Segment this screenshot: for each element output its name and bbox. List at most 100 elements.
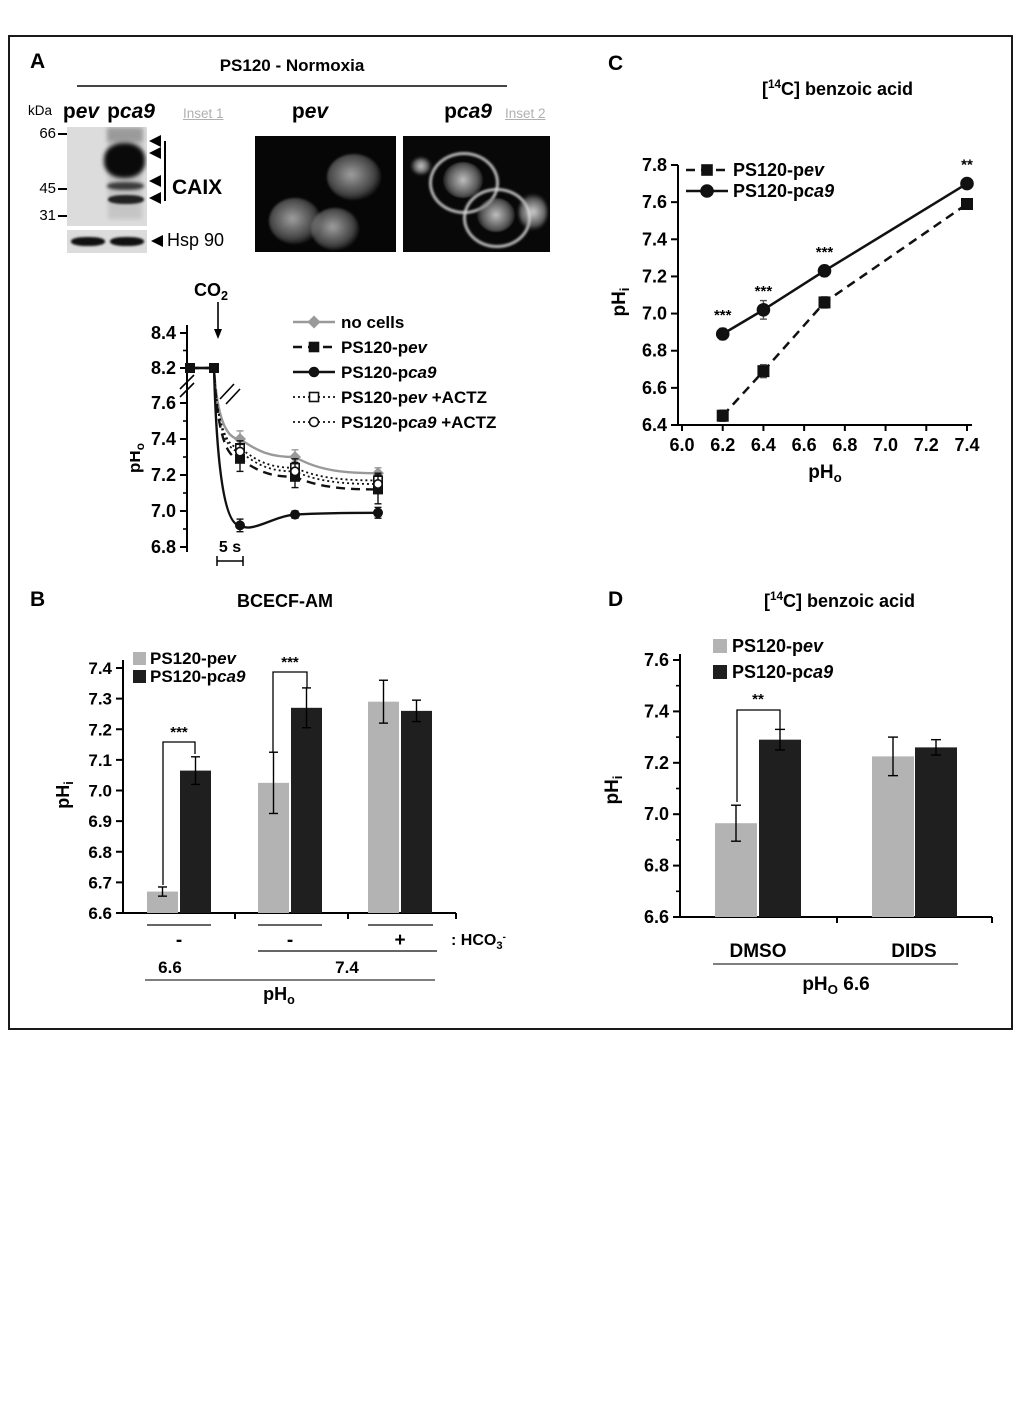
micrograph-pev <box>255 136 396 252</box>
inset1-link[interactable]: Inset 1 <box>183 106 224 121</box>
kda-label: kDa <box>28 103 53 118</box>
lane-pca9-prefix: p <box>107 100 120 123</box>
y-tick-label: 6.6 <box>88 904 112 923</box>
d-title-sup: 14 <box>769 590 783 603</box>
sig-label: *** <box>714 307 732 324</box>
bar <box>180 770 211 913</box>
y-tick-label: 7.0 <box>644 804 669 824</box>
marker-square <box>209 363 220 374</box>
pca9-membrane-blob <box>411 158 431 174</box>
marker-square <box>701 164 713 176</box>
lane-pev-prefix: p <box>62 100 76 123</box>
y-tick-label: 7.6 <box>151 393 176 413</box>
hco3-value: + <box>394 930 405 951</box>
ph-group-label: 7.4 <box>335 958 359 977</box>
c-title-sup: 14 <box>767 78 781 91</box>
d-title-post: C] benzoic acid <box>782 591 916 611</box>
legend-swatch <box>133 652 146 665</box>
marker-square <box>308 391 320 403</box>
co2-label: CO2 <box>194 280 228 303</box>
caix-band-37 <box>108 195 144 204</box>
marker-circle <box>756 303 771 317</box>
marker-square <box>818 296 831 309</box>
group-label: DMSO <box>730 941 787 962</box>
x-axis-title: pHO 6.6 <box>802 974 869 997</box>
axis-break-slash <box>179 374 195 390</box>
y-tick-label: 7.0 <box>151 501 176 521</box>
marker-square <box>757 365 770 378</box>
y-tick-label: 6.6 <box>644 907 669 927</box>
y-tick-label: 8.4 <box>151 323 176 343</box>
panel-b-title: BCECF-AM <box>237 591 333 611</box>
hsp90-band-pca9 <box>110 237 144 246</box>
x-tick-label: 6.4 <box>751 435 776 455</box>
marker-square <box>184 363 195 374</box>
legend-entry: PS120-pev +ACTZ <box>341 388 487 407</box>
y-tick-label: 6.8 <box>644 856 669 876</box>
marker-circle <box>235 520 246 531</box>
caix-blot-image <box>67 127 147 226</box>
y-tick-label: 8.2 <box>151 358 176 378</box>
y-axis-title: pHi <box>602 775 625 804</box>
marker-diamond <box>307 315 321 329</box>
legend-swatch <box>713 665 727 679</box>
marker-circle <box>290 466 301 477</box>
y-tick-label: 6.8 <box>88 843 112 862</box>
benzoic-bar-svg: 7.6 7.4 7.2 7.0 6.8 6.6 PS120-pev PS120-pca9 ** D… <box>602 636 993 997</box>
hco3-axis-label: : HCO3- <box>451 932 506 952</box>
blot-smear-top <box>107 128 143 142</box>
caix-arrow-icon <box>149 192 161 204</box>
sig-label: ** <box>752 691 764 708</box>
pev-nucleus <box>327 154 381 200</box>
micro-pca9-italic: ca9 <box>456 100 492 123</box>
marker-45: 45 <box>39 180 56 197</box>
caix-band-main <box>104 143 145 178</box>
legend-swatch <box>713 639 727 653</box>
x-axis-title: pHo <box>263 984 295 1007</box>
series-line <box>190 367 379 482</box>
bar <box>759 739 801 917</box>
pca9-cell-nucleus <box>443 162 483 198</box>
sig-bracket <box>162 741 196 885</box>
sig-label: *** <box>170 724 188 741</box>
x-tick-label: 6.2 <box>710 435 735 455</box>
lane-pca9-italic: ca9 <box>119 100 155 123</box>
x-tick-label: 7.4 <box>954 435 979 455</box>
pca9-cell-nucleus <box>477 198 515 232</box>
bar <box>915 747 957 917</box>
marker-square <box>960 198 973 211</box>
x-tick-label: 6.8 <box>832 435 857 455</box>
marker-45-tick <box>58 188 67 190</box>
bar <box>872 756 914 917</box>
marker-66-tick <box>58 133 67 135</box>
series-line <box>190 366 379 529</box>
bar <box>291 707 322 913</box>
x-tick-label: 7.2 <box>914 435 939 455</box>
micro-label-pev: pev <box>280 100 340 124</box>
marker-circle <box>308 366 320 378</box>
y-tick-label: 7.3 <box>88 690 112 709</box>
panel-d-letter: D <box>608 588 624 611</box>
y-tick-label: 7.0 <box>642 304 667 324</box>
y-tick-label: 7.6 <box>644 650 669 670</box>
sig-label: *** <box>281 654 299 671</box>
hsp90-band-pev <box>71 237 105 246</box>
benzoic-line-chart: 7.8 7.6 7.4 7.2 7.0 6.8 6.6 6.4 6.0 6.2 6.4 6.6 6.8 7… <box>607 140 1015 490</box>
caix-arrow-icon <box>149 147 161 159</box>
marker-circle <box>960 176 974 191</box>
marker-circle <box>700 184 714 198</box>
panel-c-title: [14C] benzoic acid <box>710 78 965 100</box>
caix-bracket <box>164 141 166 201</box>
y-axis-title: pHi <box>609 287 632 316</box>
timecourse-svg: 8.4 8.2 7.6 7.4 7.2 7.0 6.8 CO2 no cells PS120-pe… <box>125 280 496 566</box>
y-tick-label: 7.6 <box>642 192 667 212</box>
axis-break-slash <box>219 383 235 400</box>
marker-square <box>308 341 320 353</box>
axis-break-slash <box>225 388 241 405</box>
inset2-link[interactable]: Inset 2 <box>505 106 546 121</box>
legend-entry: PS120-pev <box>341 338 429 357</box>
marker-circle <box>715 327 730 341</box>
marker-circle <box>235 446 246 457</box>
legend-entry: PS120-pca9 <box>732 662 833 682</box>
sig-label: *** <box>816 244 834 261</box>
